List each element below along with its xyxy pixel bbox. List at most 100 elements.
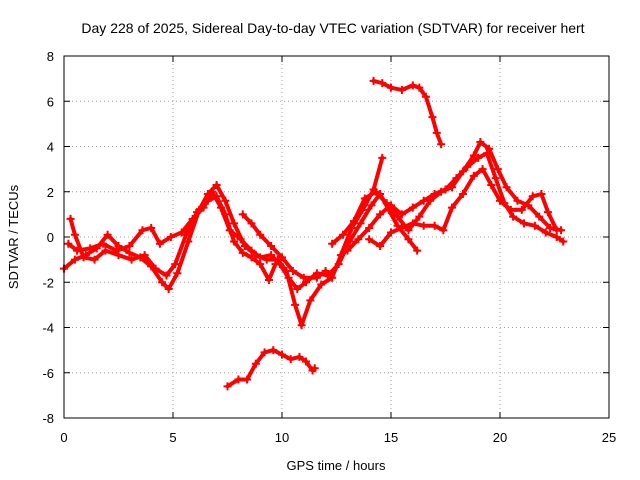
data-point [310,364,319,373]
x-tick-label: 10 [275,430,289,445]
data-point [321,266,330,275]
data-point [208,187,217,196]
series-layer [60,76,568,391]
data-point [345,237,354,246]
data-point [312,273,321,282]
data-point [125,242,134,251]
data-point [70,230,79,239]
data-point [349,217,358,226]
data-point [236,235,245,244]
data-point [543,208,552,217]
y-tick-label: -8 [42,411,54,426]
data-point [99,239,108,248]
data-point [86,244,95,253]
data-point [469,171,478,180]
data-point [221,210,230,219]
data-point [264,275,273,284]
data-point [125,248,134,257]
data-point [369,76,378,85]
x-tick-label: 5 [169,430,176,445]
data-point [376,242,385,251]
x-tick-label: 0 [60,430,67,445]
data-point [387,83,395,92]
data-point [267,251,276,260]
data-point [469,151,478,160]
data-point [482,149,491,158]
series-track-i [238,210,330,282]
data-point [408,203,417,212]
data-point [432,128,441,137]
data-point [64,239,73,248]
series-line-track-g [371,78,444,147]
y-tick-label: 8 [47,49,54,64]
data-point [114,251,123,260]
data-point [452,174,461,183]
data-point [155,239,164,248]
data-point [478,165,487,174]
data-point [223,382,232,391]
data-point [506,205,515,214]
data-point [103,230,112,239]
data-point [203,196,212,205]
data-point [371,187,380,196]
data-point [127,255,136,264]
data-point [546,223,555,232]
data-point [408,81,417,90]
data-point [448,203,457,212]
data-point [354,235,363,244]
data-point [367,201,376,210]
data-point [256,230,265,239]
data-point [66,214,75,223]
series-track-e [343,149,568,255]
data-point [441,185,450,194]
data-point [147,223,156,232]
series-track-g [369,76,446,149]
data-point [288,266,297,275]
data-point [260,348,269,357]
data-point [247,246,256,255]
series-line-track-h [225,348,317,389]
data-point [101,246,110,255]
data-point [430,190,439,199]
data-point [162,271,171,280]
y-tick-label: -4 [42,321,54,336]
data-point [238,210,247,219]
data-point [295,352,304,361]
data-point [192,208,201,217]
data-point [164,285,173,294]
data-point [419,196,428,205]
data-point [343,246,352,255]
data-point [140,251,149,260]
data-point [463,162,472,171]
data-point [415,83,424,92]
data-point [393,212,402,221]
data-point [256,260,265,269]
data-point [243,375,252,384]
data-point [177,228,186,237]
data-point [493,165,502,174]
data-point [323,271,332,280]
y-tick-label: 0 [47,230,54,245]
data-point [502,183,511,192]
data-point [173,269,182,278]
data-point [404,235,413,244]
data-point [513,196,522,205]
data-point [247,219,256,228]
data-point [238,248,247,257]
data-point [509,212,518,221]
data-point [496,196,504,205]
data-point [387,201,395,210]
data-point [299,273,308,282]
data-point [413,246,422,255]
data-point [439,226,448,235]
data-point [559,237,568,246]
data-point [519,219,528,228]
data-point [528,192,537,201]
data-point [234,375,243,384]
data-point [328,273,337,282]
data-point [251,359,260,368]
y-tick-label: 6 [47,94,54,109]
data-point [408,219,417,228]
data-point [230,219,239,228]
axis-ticks: 0 5 10 15 20 25 -8 -6 -4 -2 0 2 4 6 8 [42,49,616,445]
